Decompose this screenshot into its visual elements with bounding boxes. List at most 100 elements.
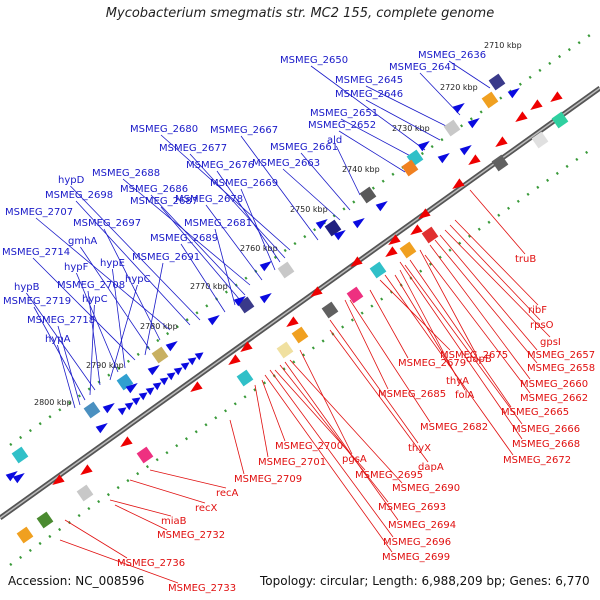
reverse-leader-line (384, 274, 514, 456)
forward-gene-label: MSMEG_2691 (132, 252, 200, 263)
reverse-leader-line (329, 329, 429, 463)
forward-gene-arrow (507, 88, 520, 99)
reverse-leader-line (379, 279, 451, 351)
forward-leader-line (87, 290, 101, 386)
reverse-gene-label: MSMEG_2682 (420, 422, 488, 433)
forward-gene-arrow (102, 403, 115, 414)
gene-cluster-block (324, 219, 342, 237)
reverse-gene-label: MSMEG_2699 (382, 552, 450, 563)
forward-gene-arrow (459, 145, 472, 156)
reverse-gene-label: recX (195, 503, 218, 514)
gene-cluster-block (276, 341, 294, 359)
forward-gene-label: MSMEG_2686 (120, 184, 188, 195)
reverse-gene-label: dapA (418, 462, 444, 473)
reverse-gene-arrow (515, 111, 528, 122)
forward-leader-line (335, 145, 361, 196)
forward-gene-label: hypF (64, 262, 89, 273)
genome-summary-text: Topology: circular; Length: 6,988,209 bp… (260, 574, 590, 588)
gene-cluster-block (76, 484, 94, 502)
forward-gene-arrow (117, 407, 127, 416)
reverse-gene-label: thyA (446, 376, 469, 387)
gene-cluster-block (321, 301, 339, 319)
reverse-gene-arrow (418, 208, 431, 219)
reverse-leader-line (264, 374, 393, 553)
kbp-tick-label: 2730 kbp (392, 124, 430, 133)
forward-gene-label: MSMEG_2645 (335, 75, 403, 86)
gene-cluster-block (277, 261, 295, 279)
forward-leader-line (80, 246, 151, 351)
reverse-gene-label: gpsI (540, 337, 561, 348)
map-title: Mycobacterium smegmatis str. MC2 155, co… (105, 6, 495, 21)
reverse-leader-line (289, 359, 403, 484)
forward-gene-label: MSMEG_2688 (92, 168, 160, 179)
reverse-leader-line (229, 419, 245, 475)
gene-cluster-block (421, 226, 439, 244)
reverse-gene-arrow (452, 178, 465, 189)
gene-cluster-block (136, 446, 154, 464)
forward-gene-arrow (138, 392, 148, 401)
gene-cluster-block (83, 401, 101, 419)
forward-leader-line (216, 170, 281, 263)
reverse-leader-line (469, 189, 526, 255)
forward-leader-line (240, 135, 319, 241)
reverse-gene-arrow (350, 256, 363, 267)
gene-cluster-block (481, 91, 499, 109)
reverse-leader-line (449, 224, 541, 321)
gene-cluster-block (359, 186, 377, 204)
forward-gene-arrow (375, 201, 388, 212)
forward-gene-arrow (165, 341, 178, 352)
reverse-gene-label: MSMEG_2709 (234, 474, 302, 485)
forward-gene-arrow (145, 387, 155, 396)
forward-gene-label: MSMEG_2697 (73, 218, 141, 229)
reverse-genes (52, 91, 563, 485)
kbp-tick-label: 2720 kbp (440, 83, 478, 92)
kbp-tick-label: 2710 kbp (484, 41, 522, 50)
forward-gene-arrow (152, 382, 162, 391)
reverse-gene-label: dapB (466, 354, 492, 365)
reverse-leader-line (269, 369, 394, 538)
reverse-gene-label: MSMEG_2690 (392, 483, 460, 494)
forward-gene-label: MSMEG_2663 (252, 158, 320, 169)
forward-leader-line (32, 257, 136, 361)
forward-leader-line (365, 99, 441, 141)
reverse-leader-line (114, 504, 168, 531)
gene-cluster-block (151, 346, 169, 364)
forward-gene-arrow (207, 315, 220, 326)
forward-gene-label: hypC (82, 294, 108, 305)
reverse-leader-line (261, 379, 286, 442)
forward-leader-line (122, 178, 251, 286)
reverse-gene-label: MSMEG_2696 (383, 537, 451, 548)
forward-leader-line (310, 65, 426, 151)
gene-cluster-block (401, 159, 419, 177)
reverse-leader-line (429, 244, 531, 380)
forward-gene-label: MSMEG_2678 (175, 194, 243, 205)
reverse-gene-label: MSMEG_2672 (503, 455, 571, 466)
reverse-gene-label: MSMEG_2658 (527, 363, 595, 374)
forward-gene-label: MSMEG_2641 (389, 62, 457, 73)
reverse-leader-line (399, 269, 457, 377)
forward-gene-label: MSMEG_2646 (335, 89, 403, 100)
reverse-gene-label: miaB (161, 516, 187, 527)
reverse-gene-label: ribF (528, 305, 547, 316)
reverse-gene-label: MSMEG_2695 (355, 470, 423, 481)
forward-gene-label: MSMEG_2680 (130, 124, 198, 135)
forward-leader-line (57, 344, 76, 409)
forward-leader-line (340, 118, 419, 161)
forward-gene-label: hypB (14, 282, 40, 293)
reverse-gene-label: MSMEG_2657 (527, 350, 595, 361)
reverse-leader-line (149, 469, 227, 489)
reverse-gene-label: MSMEG_2665 (501, 407, 569, 418)
forward-gene-label: MSMEG_2714 (2, 247, 70, 258)
forward-leader-line (109, 284, 138, 381)
reverse-leader-line (409, 259, 512, 408)
forward-gene-label: hypE (100, 258, 125, 269)
gene-cluster-block (488, 73, 506, 91)
forward-leader-line (180, 243, 226, 313)
forward-gene-label: ald (327, 135, 342, 146)
reverse-gene-arrow (530, 99, 543, 110)
reverse-gene-arrow (388, 234, 401, 245)
forward-leader-line (89, 304, 95, 396)
reverse-leader-line (344, 299, 389, 390)
forward-gene-arrow (147, 365, 160, 376)
